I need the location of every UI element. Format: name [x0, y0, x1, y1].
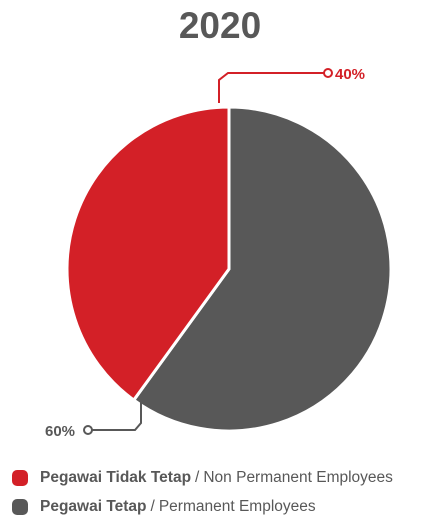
legend-label-normal: Permanent Employees	[158, 498, 316, 515]
legend: Pegawai Tidak Tetap / Non Permanent Empl…	[12, 466, 393, 524]
legend-label-normal: Non Permanent Employees	[203, 469, 393, 486]
slice-non-permanent	[65, 105, 231, 402]
slice-label-non-permanent: 40%	[335, 66, 365, 83]
slice-permanent	[132, 105, 393, 433]
legend-swatch-non-permanent	[12, 470, 28, 486]
legend-item-permanent: Pegawai Tetap / Permanent Employees	[12, 495, 393, 519]
chart-title: 2020	[178, 5, 262, 46]
callouts: 40% 60%	[45, 66, 365, 440]
legend-label-bold: Pegawai Tidak Tetap	[40, 469, 192, 486]
pie-slices	[65, 105, 393, 433]
legend-item-non-permanent: Pegawai Tidak Tetap / Non Permanent Empl…	[12, 466, 393, 490]
callout-dot-non-permanent	[323, 68, 333, 78]
callout-line-non-permanent	[218, 72, 325, 103]
legend-swatch-permanent	[12, 499, 28, 515]
slice-label-permanent: 60%	[45, 423, 75, 440]
legend-separator: /	[150, 498, 155, 515]
callout-dot-permanent	[83, 425, 93, 435]
pie-chart: 40% 60%	[45, 66, 393, 440]
legend-label-bold: Pegawai Tetap	[40, 498, 147, 515]
legend-separator: /	[195, 469, 200, 486]
callout-line-permanent	[91, 402, 142, 431]
